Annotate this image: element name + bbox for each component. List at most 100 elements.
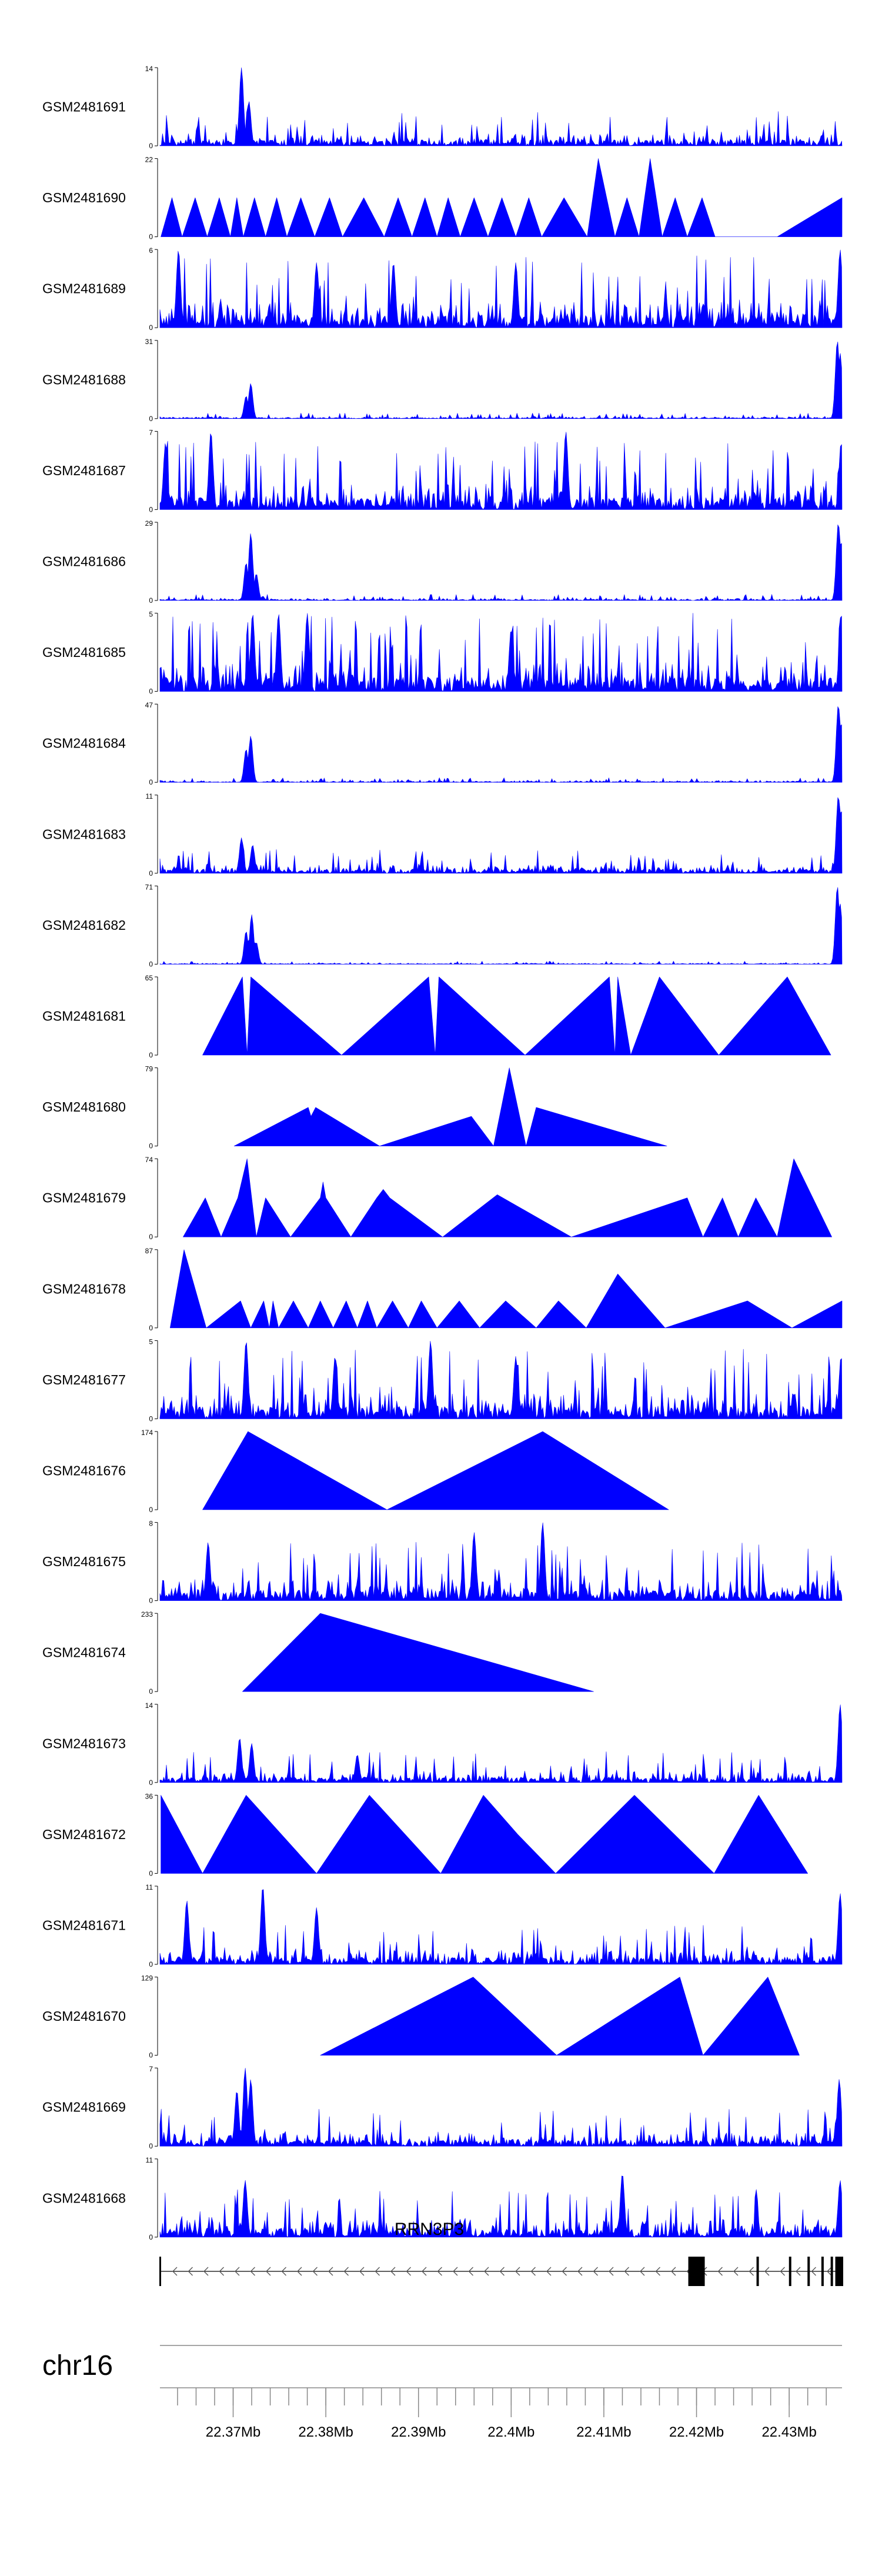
strand-arrow [343,2267,349,2276]
track-gsm2481679: GSM2481679 74 0 [42,1156,832,1241]
track-gsm2481673: GSM2481673 14 0 [42,1701,843,1787]
y-max-label: 22 [145,156,153,164]
y-max-label: 74 [145,1156,153,1164]
strand-arrow [422,2267,427,2276]
coverage-area [202,1431,669,1510]
track-gsm2481678: GSM2481678 87 0 [42,1247,843,1332]
track-label: GSM2481690 [42,190,126,205]
track-label: GSM2481668 [42,2190,126,2205]
y-min-label: 0 [149,1597,153,1605]
axis-tick-label: 22.42Mb [669,2424,724,2440]
strand-arrow [655,2267,660,2276]
strand-arrow [484,2267,489,2276]
track-label: GSM2481672 [42,1827,126,1842]
y-min-label: 0 [149,1869,153,1877]
coverage-area [159,432,843,510]
genome-axis: chr16 22.37Mb 22.38Mb 22.39Mb 22.4Mb 22.41Mb 2… [42,2345,842,2440]
y-min-label: 0 [149,1778,153,1787]
exon [836,2257,843,2286]
y-min-label: 0 [149,323,153,332]
track-label: GSM2481674 [42,1645,126,1660]
track-label: GSM2481669 [42,2100,126,2115]
coverage-area [159,613,843,692]
track-label: GSM2481691 [42,99,126,115]
strand-arrow [390,2267,396,2276]
strand-arrow [375,2267,380,2276]
coverage-area [202,976,831,1056]
track-label: GSM2481682 [42,917,126,933]
coverage-area [159,1889,843,1965]
strand-arrow [468,2267,473,2276]
track-label: GSM2481687 [42,463,126,478]
track-gsm2481669: GSM2481669 7 0 [42,2065,843,2150]
track-label: GSM2481673 [42,1736,126,1751]
y-min-label: 0 [149,2233,153,2241]
strand-arrow [717,2267,723,2276]
y-min-label: 0 [149,1687,153,1696]
strand-arrow [749,2267,754,2276]
y-max-label: 129 [141,1974,153,1983]
track-gsm2481688: GSM2481688 31 0 [42,338,843,423]
track-gsm2481672: GSM2481672 36 0 [42,1792,808,1877]
coverage-area [320,1977,800,2056]
strand-arrow [530,2267,536,2276]
strand-arrow [609,2267,614,2276]
y-min-label: 0 [149,1506,153,1514]
y-max-label: 7 [149,428,153,436]
y-max-label: 174 [141,1429,153,1437]
track-label: GSM2481685 [42,645,126,660]
y-min-label: 0 [149,142,153,150]
y-min-label: 0 [149,415,153,423]
coverage-area [159,249,843,328]
coverage-area [159,1522,843,1601]
track-gsm2481675: GSM2481675 8 0 [42,1520,843,1605]
strand-arrow [281,2267,286,2276]
track-gsm2481683: GSM2481683 11 0 [42,792,843,877]
chromosome-label: chr16 [42,2350,113,2381]
track-label: GSM2481681 [42,1009,126,1024]
y-min-label: 0 [149,1414,153,1423]
track-gsm2481684: GSM2481684 47 0 [42,701,843,786]
y-max-label: 11 [146,2156,153,2164]
coverage-area [159,67,843,146]
strand-arrow [266,2267,271,2276]
exon [756,2257,759,2286]
y-min-label: 0 [149,960,153,968]
strand-arrow [235,2267,240,2276]
exon [830,2257,833,2286]
y-max-label: 14 [145,65,153,73]
strand-arrow [827,2267,832,2276]
y-max-label: 87 [145,1247,153,1255]
coverage-area [170,1249,843,1329]
track-label: GSM2481675 [42,1554,126,1569]
strand-arrow [671,2267,676,2276]
y-min-label: 0 [149,688,153,696]
track-gsm2481680: GSM2481680 79 0 [42,1065,667,1150]
coverage-area [159,797,843,874]
track-label: GSM2481688 [42,372,126,387]
strand-arrow [811,2267,816,2276]
track-gsm2481686: GSM2481686 29 0 [42,519,843,605]
strand-arrow [437,2267,442,2276]
track-label: GSM2481680 [42,1099,126,1115]
coverage-area [161,158,843,237]
track-label: GSM2481679 [42,1190,126,1206]
exon [821,2257,824,2286]
exon [789,2257,791,2286]
track-gsm2481671: GSM2481671 11 0 [42,1883,843,1968]
track-label: GSM2481671 [42,1918,126,1933]
axis-tick-label: 22.4Mb [487,2424,534,2440]
y-min-label: 0 [149,1324,153,1332]
strand-arrow [640,2267,645,2276]
y-min-label: 0 [149,596,153,605]
y-max-label: 71 [145,883,153,891]
track-gsm2481670: GSM2481670 129 0 [42,1974,800,2060]
strand-arrow [453,2267,458,2276]
y-min-label: 0 [149,2051,153,2060]
coverage-area [242,1613,594,1692]
gene-track: RRN3P3 [159,2220,843,2286]
axis-tick-label: 22.39Mb [391,2424,446,2440]
strand-arrow [562,2267,567,2276]
coverage-area [159,2068,843,2147]
